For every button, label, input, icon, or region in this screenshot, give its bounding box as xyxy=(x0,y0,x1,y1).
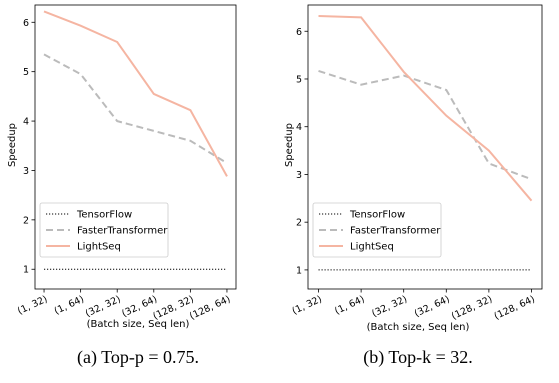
x-tick-label: (32, 32) xyxy=(84,294,123,320)
y-tick-label: 5 xyxy=(296,74,302,85)
x-tick-label: (128, 64) xyxy=(492,294,536,322)
legend-label-lightseq: LightSeq xyxy=(350,242,394,253)
y-tick-label: 1 xyxy=(23,265,29,276)
y-axis-label: Speedup xyxy=(7,123,18,167)
caption-a: (a) Top-p = 0.75. xyxy=(77,347,199,368)
y-tick-label: 4 xyxy=(296,122,302,133)
x-tick-label: (1, 64) xyxy=(53,294,86,317)
x-tick-label: (1, 64) xyxy=(333,294,366,317)
chart-panel-a: Speedup (Batch size, Seq len) (a) Top-p … xyxy=(7,4,237,368)
y-axis-label: Speedup xyxy=(284,123,295,167)
legend-label-lightseq: LightSeq xyxy=(77,242,121,253)
legend-box xyxy=(312,202,442,258)
series-line-lightseq xyxy=(43,10,228,177)
chart-panel-b: Speedup (Batch size, Seq len) (b) Top-k … xyxy=(284,4,543,368)
x-tick-label: (128, 64) xyxy=(188,294,232,322)
x-tick-label: (128, 32) xyxy=(151,294,195,322)
x-tick-label: (1, 32) xyxy=(291,294,324,317)
y-tick-label: 3 xyxy=(23,166,29,177)
legend-label-fastertransformer: FasterTransformer xyxy=(77,226,168,237)
legend-box xyxy=(39,202,169,258)
legend-label-fastertransformer: FasterTransformer xyxy=(350,226,441,237)
y-tick-label: 4 xyxy=(23,117,29,128)
series-line-fastertransformer xyxy=(43,53,228,164)
caption-b: (b) Top-k = 32. xyxy=(363,347,473,368)
plot-frame xyxy=(34,4,237,290)
x-axis-label: (Batch size, Seq len) xyxy=(367,322,470,333)
plot-frame xyxy=(307,4,543,290)
y-tick-label: 2 xyxy=(23,215,29,226)
y-tick-label: 2 xyxy=(296,218,302,229)
y-tick-label: 6 xyxy=(296,27,302,38)
x-tick-label: (32, 64) xyxy=(413,294,452,320)
y-tick-label: 3 xyxy=(296,170,302,181)
y-tick-label: 5 xyxy=(23,67,29,78)
y-tick-label: 1 xyxy=(296,265,302,276)
x-axis-label: (Batch size, Seq len) xyxy=(87,319,190,330)
legend-label-tensorflow: TensorFlow xyxy=(76,210,132,221)
x-tick-label: (128, 32) xyxy=(450,294,494,322)
legend-label-tensorflow: TensorFlow xyxy=(349,210,405,221)
y-tick-label: 6 xyxy=(23,18,29,29)
x-tick-label: (32, 32) xyxy=(370,294,409,320)
series-line-lightseq xyxy=(318,15,533,202)
series-line-fastertransformer xyxy=(318,69,532,181)
x-tick-label: (1, 32) xyxy=(16,294,49,317)
